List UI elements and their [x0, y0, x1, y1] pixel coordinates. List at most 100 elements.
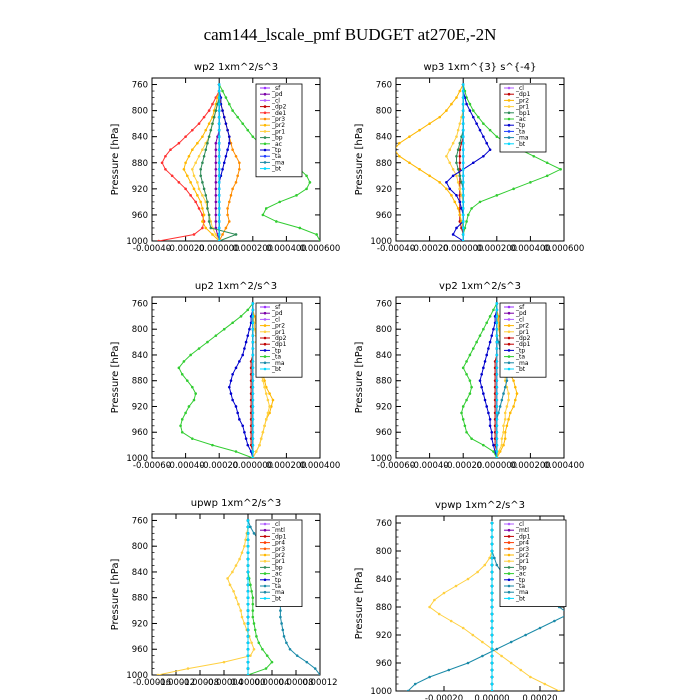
y-tick-label: 800: [376, 547, 392, 557]
data-point: [221, 109, 224, 112]
data-point: [189, 181, 192, 184]
data-point: [204, 194, 208, 197]
data-point: [503, 437, 507, 440]
legend-label: _ta: [515, 128, 525, 135]
data-point: [461, 174, 465, 178]
data-point: [222, 327, 226, 331]
x-tick-label: 0.00000: [474, 694, 509, 700]
data-point: [490, 612, 494, 616]
legend-label: _dp2: [515, 335, 531, 342]
data-point: [461, 141, 465, 145]
data-point: [239, 315, 243, 318]
legend-label: _bp: [515, 564, 527, 571]
data-point: [281, 628, 285, 632]
x-tick-label: 0.000000: [199, 244, 240, 254]
x-tick-label: 0.000200: [477, 244, 518, 254]
data-point: [217, 83, 221, 86]
data-point: [185, 379, 189, 383]
data-point: [246, 635, 250, 638]
data-point: [246, 641, 250, 645]
legend-marker: [263, 559, 267, 563]
y-tick-label: 1000: [370, 454, 392, 464]
data-point: [231, 187, 234, 191]
data-point: [461, 187, 465, 191]
data-point: [490, 661, 494, 665]
data-point: [186, 667, 190, 670]
data-point: [237, 602, 240, 606]
data-point: [490, 605, 494, 609]
panel-1: wp2 1xm^2/s^3 Pressure [hPa] 760 800 840 880 9…: [110, 62, 340, 254]
data-point: [495, 372, 499, 376]
legend-marker: [507, 535, 511, 538]
legend-box: [499, 302, 547, 378]
data-point: [476, 570, 479, 574]
legend-label: _bt: [271, 595, 282, 602]
legend-box: [255, 83, 303, 178]
data-point: [246, 654, 250, 657]
data-point: [246, 596, 250, 600]
y-tick-label: 760: [132, 81, 148, 91]
y-tick-label: 760: [376, 519, 392, 529]
data-point: [182, 360, 186, 363]
legend-box: [499, 519, 567, 607]
data-point: [490, 633, 494, 637]
x-tick-label: -0.00020: [444, 461, 482, 471]
data-point: [236, 115, 239, 119]
data-point: [495, 347, 499, 350]
data-point: [478, 334, 482, 337]
data-point: [461, 161, 465, 165]
data-point: [169, 148, 172, 152]
legend-label: _cl: [515, 316, 524, 323]
legend-marker: [263, 161, 267, 164]
legend-label: _cl: [271, 316, 280, 323]
legend-label: _tp: [271, 577, 281, 584]
legend-marker: [263, 597, 267, 600]
data-point: [246, 308, 250, 312]
data-point: [448, 187, 452, 191]
legend-marker: [507, 305, 511, 309]
legend-box: [255, 302, 303, 378]
data-point: [315, 233, 318, 236]
data-point: [509, 640, 513, 644]
data-point: [438, 115, 441, 119]
data-point: [251, 392, 255, 395]
legend-marker: [263, 142, 267, 146]
data-point: [451, 167, 455, 171]
data-point: [515, 392, 519, 395]
data-point: [194, 200, 197, 204]
data-point: [231, 148, 234, 152]
x-tick-label: -0.00012: [157, 678, 195, 688]
data-point: [447, 668, 451, 672]
data-point: [231, 109, 234, 112]
data-point: [226, 577, 229, 580]
legend-marker: [263, 311, 267, 315]
data-point: [217, 115, 221, 119]
y-tick-label: 880: [376, 603, 392, 613]
legend-label: _pr1: [515, 558, 529, 565]
data-point: [252, 647, 256, 651]
data-point: [490, 437, 494, 440]
y-tick-label: 880: [376, 377, 392, 387]
data-point: [279, 609, 282, 612]
data-point: [559, 167, 562, 171]
legend-marker: [507, 105, 511, 108]
data-point: [214, 220, 218, 223]
legend-label: _pr2: [271, 552, 285, 559]
data-point: [466, 577, 470, 581]
data-point: [231, 372, 234, 376]
figure-title: cam144_lscale_pmf BUDGET at270E,-2N: [204, 25, 497, 44]
panel-title: wp2 1xm^2/s^3: [194, 62, 278, 73]
data-point: [214, 207, 218, 210]
legend-label: _pd: [515, 310, 527, 317]
data-point: [217, 141, 221, 145]
data-point: [199, 200, 203, 204]
data-point: [199, 167, 203, 171]
y-tick-label: 960: [132, 645, 148, 655]
data-point: [207, 122, 211, 125]
data-point: [500, 443, 504, 447]
data-point: [206, 340, 209, 344]
data-point: [490, 584, 494, 588]
legend-label: _pr2: [515, 552, 529, 559]
legend-box: [499, 83, 547, 153]
data-point: [251, 302, 255, 305]
